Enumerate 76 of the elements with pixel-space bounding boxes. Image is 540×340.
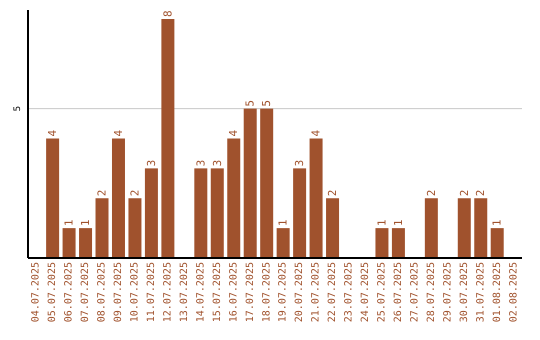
x-tick-label: 26.07.2025 <box>393 262 404 322</box>
x-tick-label: 16.07.2025 <box>228 262 240 322</box>
data-label: 1 <box>375 219 388 226</box>
data-label: 4 <box>310 129 323 136</box>
data-label: 1 <box>276 219 290 226</box>
x-tick-label: 25.07.2025 <box>376 262 388 322</box>
x-tick-label: 13.07.2025 <box>178 262 190 322</box>
data-label: 2 <box>326 190 340 196</box>
x-tick-label: 30.07.2025 <box>458 262 470 322</box>
bar <box>244 108 257 258</box>
x-tick-label: 21.07.2025 <box>310 262 322 322</box>
x-tick-label: 10.07.2025 <box>130 262 141 322</box>
data-label: 1 <box>392 219 405 226</box>
data-label: 1 <box>62 219 76 226</box>
x-tick-label: 04.07.2025 <box>30 262 42 322</box>
bar <box>210 168 224 258</box>
bar <box>424 198 438 258</box>
bar <box>310 138 323 258</box>
x-tick-label: 14.07.2025 <box>195 262 206 322</box>
x-tick-label: 29.07.2025 <box>442 262 454 322</box>
data-label: 3 <box>210 160 224 166</box>
x-tick-label: 09.07.2025 <box>113 262 124 322</box>
bar <box>375 228 388 258</box>
bar <box>490 228 504 258</box>
data-label: 4 <box>112 129 125 136</box>
data-label: 4 <box>227 129 240 136</box>
data-label: 4 <box>46 129 60 136</box>
x-tick-label: 08.07.2025 <box>96 262 108 322</box>
data-label: 5 <box>260 100 274 107</box>
data-label: 2 <box>474 190 488 196</box>
bar <box>276 228 290 258</box>
bar <box>96 198 109 258</box>
x-tick-label: 06.07.2025 <box>64 262 75 322</box>
bar <box>194 168 208 258</box>
data-label: 5 <box>244 100 257 107</box>
x-tick-label: 17.07.2025 <box>244 262 256 322</box>
x-tick-label: 05.07.2025 <box>47 262 58 322</box>
data-label: 2 <box>424 190 438 196</box>
data-label: 1 <box>490 219 504 226</box>
x-tick-label: 01.08.2025 <box>492 262 503 322</box>
bar <box>293 168 306 258</box>
bar <box>128 198 142 258</box>
data-label: 3 <box>144 160 158 166</box>
data-label: 1 <box>79 219 92 226</box>
x-tick-label: 15.07.2025 <box>212 262 223 322</box>
bar <box>144 168 158 258</box>
x-tick-label: 22.07.2025 <box>327 262 338 322</box>
bar <box>161 18 174 258</box>
data-label: 2 <box>458 190 471 196</box>
x-tick-label: 18.07.2025 <box>261 262 272 322</box>
x-tick-label: 12.07.2025 <box>162 262 174 322</box>
data-label: 8 <box>161 10 174 17</box>
x-tick-label: 19.07.2025 <box>278 262 289 322</box>
data-label: 2 <box>96 190 109 196</box>
bar <box>260 108 274 258</box>
x-tick-label: 24.07.2025 <box>360 262 372 322</box>
x-tick-label: 23.07.2025 <box>344 262 355 322</box>
x-tick-label: 11.07.2025 <box>146 262 157 322</box>
bar <box>474 198 488 258</box>
bar <box>227 138 240 258</box>
x-tick-label: 07.07.2025 <box>80 262 92 322</box>
bar <box>458 198 471 258</box>
data-label: 3 <box>194 160 208 166</box>
data-label: 3 <box>293 160 306 166</box>
bar <box>326 198 340 258</box>
bar <box>112 138 125 258</box>
bar <box>62 228 76 258</box>
x-tick-label: 28.07.2025 <box>426 262 437 322</box>
x-tick-label: 27.07.2025 <box>409 262 420 322</box>
bar <box>392 228 405 258</box>
bar <box>79 228 92 258</box>
data-label: 2 <box>128 190 142 196</box>
x-tick-label: 20.07.2025 <box>294 262 306 322</box>
x-tick-label: 31.07.2025 <box>475 262 486 322</box>
bar <box>46 138 60 258</box>
x-tick-label: 02.08.2025 <box>508 262 520 322</box>
